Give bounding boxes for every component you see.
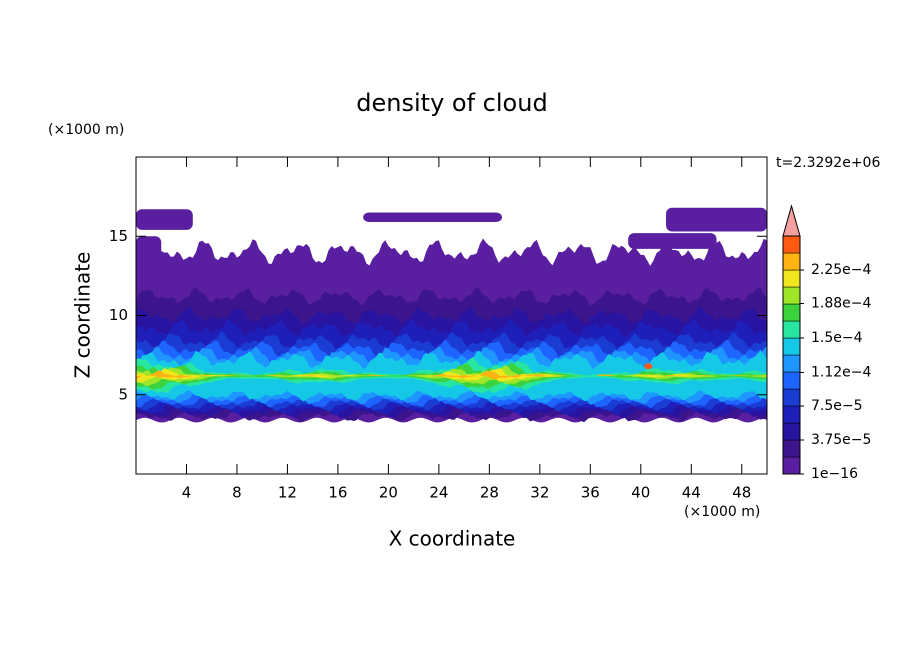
colorbar-swatch (782, 422, 801, 441)
y-tick-label: 5 (118, 385, 128, 403)
x-tick-label: 44 (682, 484, 701, 502)
x-tick-label: 20 (379, 484, 398, 502)
chart-title: density of cloud (356, 89, 547, 117)
y-tick-label: 15 (109, 227, 128, 245)
colorbar-frame (782, 235, 801, 475)
x-tick-label: 16 (328, 484, 347, 502)
x-tick-label: 32 (530, 484, 549, 502)
x-axis-label: X coordinate (389, 527, 516, 551)
colorbar-swatch (782, 235, 801, 254)
contour-field (136, 207, 767, 423)
colorbar-swatch (782, 269, 801, 288)
x-tick-label: 8 (232, 484, 242, 502)
time-annotation: t=2.3292e+06 (776, 155, 880, 171)
colorbar-swatch (782, 286, 801, 305)
colorbar-swatch (782, 388, 801, 407)
colorbar-over (782, 204, 801, 237)
colorbar-label: 1.5e−4 (811, 330, 863, 346)
y-unit: (×1000 m) (48, 122, 124, 138)
x-tick-label: 28 (480, 484, 499, 502)
colorbar-swatch (782, 405, 801, 424)
colorbar-swatch (782, 337, 801, 356)
contour-band (136, 209, 193, 230)
colorbar-label: 1.12e−4 (811, 364, 872, 380)
x-tick-label: 48 (732, 484, 751, 502)
y-axis-label: Z coordinate (71, 252, 95, 379)
colorbar-swatch (782, 252, 801, 271)
contour-band (136, 368, 767, 383)
colorbar-swatch (782, 354, 801, 373)
x-tick-label: 24 (429, 484, 448, 502)
colorbar-swatch (782, 371, 801, 390)
colorbar-swatch (782, 456, 801, 475)
contour-spot (644, 363, 653, 370)
x-unit: (×1000 m) (684, 504, 760, 520)
x-tick-label: 36 (581, 484, 600, 502)
colorbar-label: 3.75e−5 (811, 432, 871, 448)
contour-band (363, 212, 502, 222)
contour-band (136, 236, 162, 276)
contour-band (628, 233, 717, 249)
x-tick-label: 12 (278, 484, 297, 502)
y-tick-label: 10 (109, 306, 128, 324)
colorbar-label: 2.25e−4 (811, 262, 872, 278)
contour-band (666, 207, 767, 232)
colorbar-label: 1e−16 (811, 466, 858, 482)
x-tick-label: 40 (631, 484, 650, 502)
colorbar-label: 7.5e−5 (811, 398, 863, 414)
colorbar-swatch (782, 439, 801, 458)
colorbar-swatch (782, 303, 801, 322)
x-tick-label: 4 (182, 484, 192, 502)
colorbar-label: 1.88e−4 (811, 296, 872, 312)
colorbar-swatch (782, 320, 801, 339)
